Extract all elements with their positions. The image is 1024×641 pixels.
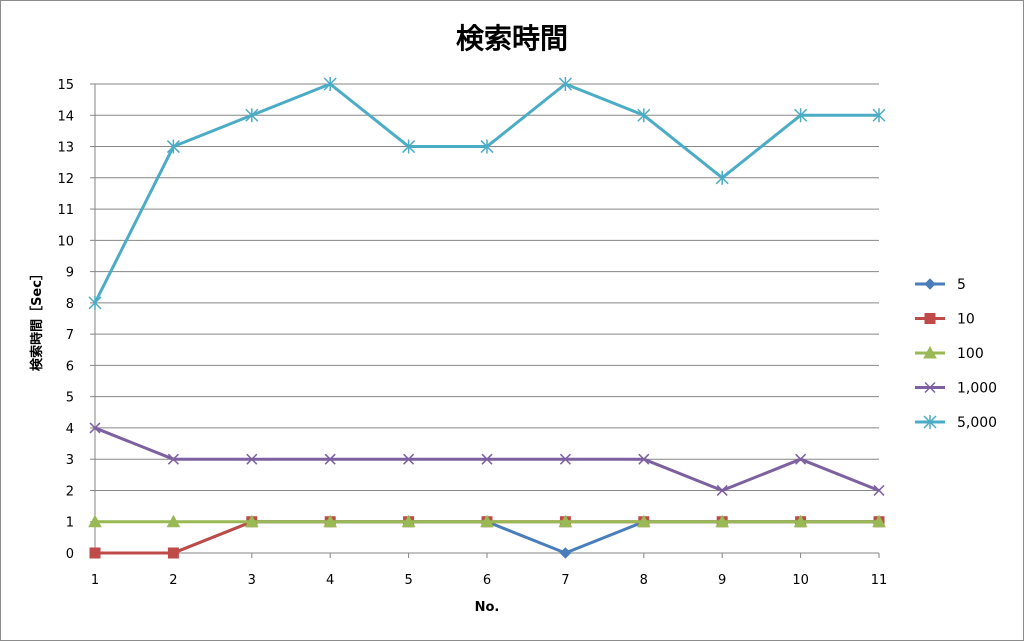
x-tick-label: 6	[483, 573, 491, 588]
legend-item: 5,000	[915, 415, 997, 431]
data-point	[715, 170, 729, 185]
data-point	[167, 547, 179, 559]
data-point	[794, 108, 808, 123]
data-point	[795, 453, 807, 465]
series-100	[88, 514, 886, 528]
y-tick-label: 2	[66, 484, 74, 499]
data-point	[323, 514, 338, 528]
data-point	[166, 514, 181, 528]
data-point	[873, 484, 885, 496]
y-tick-label: 4	[66, 422, 74, 437]
legend-item: 1,000	[915, 381, 997, 397]
data-point	[558, 77, 572, 91]
legend-marker	[923, 415, 937, 429]
data-point	[402, 139, 416, 154]
data-point	[167, 453, 179, 465]
data-point	[716, 484, 728, 496]
x-tick-label: 10	[792, 573, 809, 588]
legend-label: 1,000	[957, 381, 997, 397]
data-point	[166, 139, 180, 154]
series-line	[93, 82, 879, 304]
data-point	[481, 453, 493, 465]
x-tick-label: 4	[326, 573, 334, 588]
chart-title: 検索時間	[456, 22, 568, 55]
data-point	[88, 295, 102, 310]
y-tick-label: 0	[66, 547, 74, 562]
data-point	[793, 514, 808, 528]
legend-item: 100	[915, 345, 984, 362]
legend-marker	[924, 381, 936, 394]
y-tick-label: 3	[66, 453, 74, 468]
series-1000	[89, 422, 885, 496]
y-tick-label: 13	[57, 141, 74, 156]
x-tick-labels: 1 2 3 4 5 6 7 8 9 10 11	[91, 573, 887, 588]
series-5000	[88, 77, 886, 310]
x-tick-label: 8	[640, 573, 648, 588]
legend-marker	[924, 278, 936, 290]
y-tick-label: 7	[66, 328, 74, 343]
y-axis-label: 検索時間［Sec］	[29, 267, 45, 371]
data-point	[89, 547, 101, 559]
y-tick-label: 9	[66, 266, 74, 281]
y-tick-label: 8	[66, 297, 74, 312]
data-point	[89, 422, 101, 434]
data-point	[480, 514, 494, 528]
legend-item: 5	[915, 277, 966, 293]
x-axis-label: No.	[475, 600, 500, 615]
y-tick-label: 12	[57, 172, 74, 187]
data-point	[403, 453, 415, 465]
axes	[90, 83, 880, 558]
data-point	[558, 514, 573, 528]
data-point	[88, 514, 102, 528]
x-tick-label: 3	[248, 573, 256, 588]
data-point	[244, 514, 259, 528]
data-point	[559, 547, 572, 559]
legend-marker	[923, 345, 937, 359]
data-point	[715, 514, 730, 528]
data-point	[246, 453, 258, 465]
x-tick-label: 11	[871, 573, 888, 588]
y-tick-label: 14	[57, 109, 74, 124]
legend-item: 10	[915, 312, 975, 328]
x-tick-label: 9	[718, 573, 726, 588]
x-tick-label: 1	[91, 573, 99, 588]
series-lines	[88, 77, 886, 559]
data-point	[638, 453, 650, 465]
x-tick-label: 2	[169, 573, 177, 588]
data-point	[872, 108, 886, 123]
data-point	[324, 453, 336, 465]
legend-label: 5	[957, 277, 966, 293]
data-point	[559, 453, 571, 465]
y-tick-label: 5	[66, 391, 74, 406]
y-tick-label: 10	[57, 234, 74, 249]
data-point	[323, 77, 337, 91]
legend-marker	[924, 313, 936, 324]
legend-label: 100	[957, 346, 984, 362]
legend-label: 10	[957, 312, 975, 328]
data-point	[872, 514, 886, 528]
data-point	[245, 108, 259, 123]
y-tick-label: 15	[57, 78, 74, 93]
x-tick-label: 5	[404, 573, 412, 588]
y-tick-label: 11	[57, 203, 74, 218]
data-point	[637, 108, 651, 123]
legend: 5 10 100 1,000 5,000	[915, 277, 997, 431]
data-point	[480, 139, 494, 154]
legend-label: 5,000	[957, 415, 997, 431]
y-tick-label: 6	[66, 359, 74, 374]
data-point	[401, 514, 416, 528]
x-tick-label: 7	[561, 573, 569, 588]
y-tick-label: 1	[66, 516, 74, 531]
data-point	[636, 514, 651, 528]
